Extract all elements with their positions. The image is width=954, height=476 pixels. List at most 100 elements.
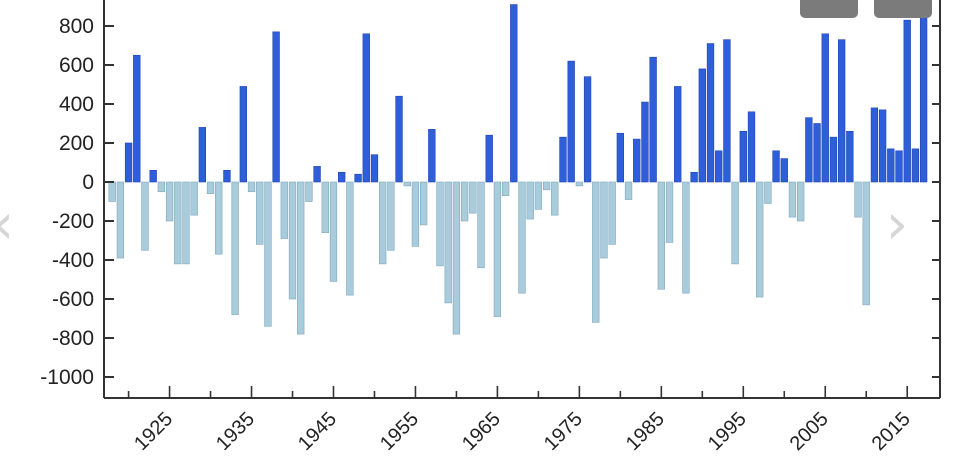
bar-1925 (165, 181, 174, 222)
bar-1963 (477, 181, 485, 269)
bar-1943 (313, 166, 321, 183)
bar-1958 (436, 181, 444, 267)
bar-1919 (116, 181, 125, 259)
bar-2008 (846, 131, 854, 183)
bar-1951 (379, 181, 387, 265)
bar-1976 (583, 76, 592, 183)
bar-1941 (297, 181, 305, 335)
bar-1959 (444, 181, 452, 304)
bar-1994 (731, 181, 739, 265)
bar-2017 (919, 15, 928, 183)
bar-1986 (665, 181, 674, 243)
x-tick-label: 2015 (868, 408, 915, 455)
bar-2012 (878, 109, 887, 183)
bar-1946 (338, 171, 346, 183)
x-axis-ticks: 1925 1935 1945 1955 1965 1975 1985 1995 2005 2015 (127, 386, 915, 455)
y-tick-label: 600 (59, 54, 94, 77)
bar-1954 (403, 181, 411, 187)
bar-1988 (682, 181, 690, 294)
bar-1978 (600, 181, 608, 259)
bar-1995 (739, 131, 747, 183)
bar-1966 (501, 181, 510, 196)
y-tick-label: 200 (59, 132, 94, 155)
bar-1961 (460, 181, 469, 222)
bar-1955 (411, 181, 420, 247)
bar-1997 (756, 181, 764, 298)
bar-1972 (551, 181, 559, 216)
bar-1973 (559, 136, 567, 183)
bar-1950 (370, 154, 379, 183)
bar-1977 (592, 181, 600, 323)
y-tick-label: -1000 (40, 366, 94, 389)
bar-1952 (387, 181, 395, 251)
bar-1921 (133, 54, 141, 183)
x-tick-label: 1925 (130, 408, 177, 455)
bar-1922 (141, 181, 149, 251)
bar-1920 (124, 142, 133, 183)
bar-1979 (608, 181, 616, 245)
bar-1987 (674, 86, 682, 183)
bar-1945 (329, 181, 338, 282)
bar-1985 (657, 181, 665, 290)
bar-1967 (510, 4, 518, 183)
bar-2013 (887, 148, 895, 183)
bar-1993 (723, 39, 731, 183)
bar-1936 (256, 181, 264, 245)
bar-2000 (780, 158, 788, 183)
bar-1990 (698, 68, 706, 183)
bar-2006 (829, 136, 838, 183)
bar-1940 (288, 181, 297, 300)
bar-1938 (272, 31, 280, 183)
x-tick-label: 1975 (540, 408, 587, 455)
bar-1964 (485, 134, 493, 183)
bar-1960 (452, 181, 461, 335)
x-tick-label: 1985 (622, 408, 669, 455)
top-control-button-1[interactable] (800, 0, 858, 18)
bar-1996 (747, 111, 756, 183)
bar-2016 (911, 148, 920, 183)
y-tick-label: 0 (82, 171, 94, 194)
bar-1927 (182, 181, 190, 265)
y-tick-label: -800 (52, 327, 94, 350)
bar-2007 (837, 39, 846, 183)
y-tick-label: 800 (59, 15, 94, 38)
bar-1944 (321, 181, 329, 234)
bar-1984 (649, 56, 657, 183)
x-tick-label: 1995 (704, 408, 751, 455)
bar-1982 (633, 138, 641, 183)
bar-1947 (346, 181, 354, 296)
bar-1957 (428, 129, 436, 183)
x-tick-label: 1945 (294, 408, 341, 455)
bar-1965 (493, 181, 502, 317)
bar-1991 (706, 43, 715, 183)
bar-1928 (190, 181, 198, 216)
chevron-right-icon[interactable]: › (885, 192, 909, 257)
y-axis-ticks: 800 600 400 200 0 -200 -400 -600 -800 -1000 (40, 15, 940, 389)
chevron-left-icon[interactable]: ‹ (0, 190, 20, 260)
bar-1939 (280, 181, 288, 239)
bar-1989 (690, 171, 698, 183)
bar-2003 (805, 117, 813, 183)
bar-1937 (264, 181, 272, 327)
bar-1933 (231, 181, 239, 315)
x-tick-label: 2005 (786, 408, 833, 455)
bar-1942 (305, 181, 313, 202)
bar-1962 (469, 181, 477, 214)
bar-1998 (764, 181, 772, 204)
bar-1949 (362, 33, 370, 183)
bar-1980 (616, 132, 625, 183)
bar-1935 (247, 181, 256, 193)
bar-1923 (149, 170, 157, 183)
top-control-button-2[interactable] (874, 0, 932, 18)
bar-1924 (157, 181, 166, 193)
bar-2009 (854, 181, 862, 218)
bar-2011 (870, 107, 879, 183)
bar-2001 (788, 181, 797, 218)
bar-2014 (895, 150, 903, 183)
bar-1992 (715, 150, 723, 183)
bar-1968 (518, 181, 526, 294)
bar-1970 (534, 181, 543, 210)
bar-1953 (395, 95, 403, 183)
x-tick-label: 1955 (376, 408, 423, 455)
